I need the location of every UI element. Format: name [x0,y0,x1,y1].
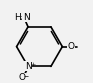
Text: H: H [14,13,21,22]
Text: +: + [30,62,36,67]
Text: 2: 2 [20,16,24,21]
Text: −: − [23,74,28,79]
Text: O: O [18,73,25,82]
Text: O: O [68,42,75,51]
Text: N: N [25,62,31,71]
Text: N: N [23,13,30,22]
